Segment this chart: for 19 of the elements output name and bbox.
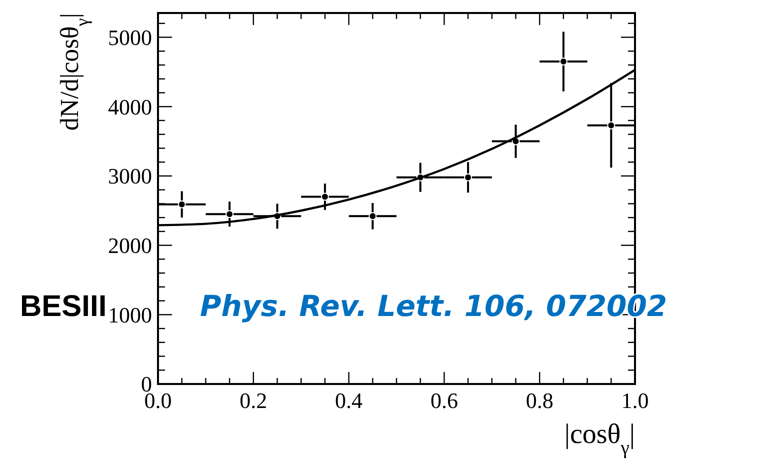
point [320, 192, 329, 201]
x-axis-title: |cosθ$_{γ}$| [564, 419, 635, 458]
y-tick-label: 5000 [108, 24, 152, 50]
x-tick-label: 0.8 [526, 388, 554, 413]
x-tick-label: 1.0 [621, 388, 649, 413]
point [178, 200, 186, 208]
y-tick-label: 4000 [108, 94, 152, 120]
x-tick-label: 0.4 [335, 388, 363, 413]
point [559, 58, 568, 66]
y-tick-label: 2000 [108, 233, 152, 258]
x-tick-label: 0.6 [430, 388, 458, 413]
x-tick-label: 0.2 [240, 388, 268, 413]
text: BESIII [20, 290, 107, 323]
point [368, 212, 377, 220]
point [464, 173, 472, 182]
point [607, 121, 616, 130]
y-tick-label: 3000 [108, 164, 152, 189]
point [226, 210, 234, 218]
y-tick-label: 1000 [108, 302, 152, 328]
